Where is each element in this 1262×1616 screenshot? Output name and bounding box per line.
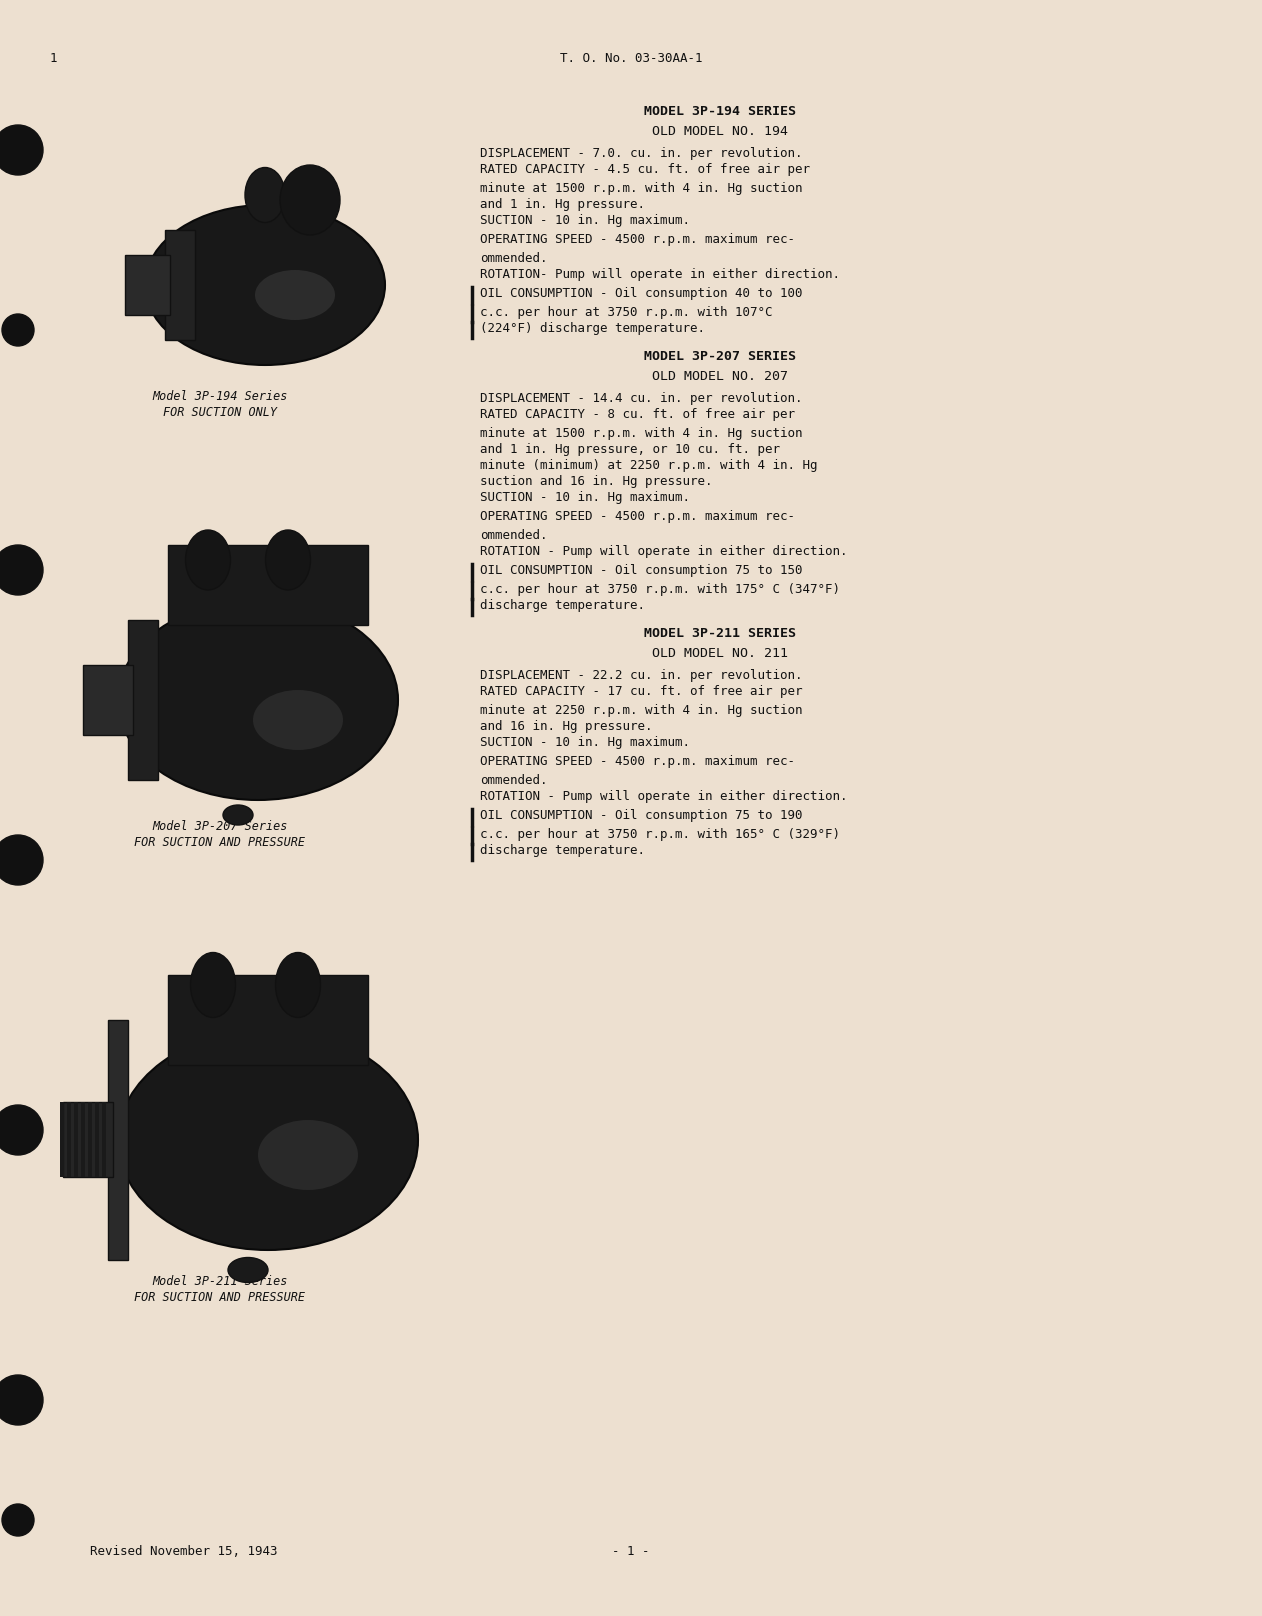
FancyBboxPatch shape	[63, 1102, 114, 1176]
FancyBboxPatch shape	[168, 974, 369, 1065]
Text: SUCTION - 10 in. Hg maximum.: SUCTION - 10 in. Hg maximum.	[480, 735, 690, 748]
Bar	[74, 1102, 78, 1176]
Ellipse shape	[191, 952, 236, 1018]
Ellipse shape	[223, 805, 252, 826]
Text: ROTATION- Pump will operate in either direction.: ROTATION- Pump will operate in either di…	[480, 268, 840, 281]
Text: OIL CONSUMPTION - Oil consumption 75 to 190: OIL CONSUMPTION - Oil consumption 75 to …	[480, 810, 803, 823]
Text: DISPLACEMENT - 14.4 cu. in. per revolution.: DISPLACEMENT - 14.4 cu. in. per revoluti…	[480, 393, 803, 406]
Text: MODEL 3P-207 SERIES: MODEL 3P-207 SERIES	[644, 351, 796, 364]
Circle shape	[0, 1105, 43, 1155]
Circle shape	[0, 124, 43, 175]
Text: and 1 in. Hg pressure, or 10 cu. ft. per: and 1 in. Hg pressure, or 10 cu. ft. per	[480, 443, 780, 456]
Text: and 1 in. Hg pressure.: and 1 in. Hg pressure.	[480, 199, 645, 212]
Text: OPERATING SPEED - 4500 r.p.m. maximum rec-: OPERATING SPEED - 4500 r.p.m. maximum re…	[480, 511, 795, 524]
Text: OPERATING SPEED - 4500 r.p.m. maximum rec-: OPERATING SPEED - 4500 r.p.m. maximum re…	[480, 233, 795, 246]
Text: T. O. No. 03-30AA-1: T. O. No. 03-30AA-1	[560, 52, 702, 65]
Text: c.c. per hour at 3750 r.p.m. with 175° C (347°F): c.c. per hour at 3750 r.p.m. with 175° C…	[480, 583, 840, 596]
Ellipse shape	[145, 205, 385, 365]
Text: and 16 in. Hg pressure.: and 16 in. Hg pressure.	[480, 721, 652, 734]
Text: MODEL 3P-211 SERIES: MODEL 3P-211 SERIES	[644, 627, 796, 640]
Ellipse shape	[265, 530, 310, 590]
FancyBboxPatch shape	[168, 545, 369, 625]
Bar	[61, 1102, 64, 1176]
Ellipse shape	[186, 530, 231, 590]
Text: FOR SUCTION AND PRESSURE: FOR SUCTION AND PRESSURE	[135, 835, 305, 848]
Ellipse shape	[119, 600, 398, 800]
Text: - 1 -: - 1 -	[612, 1545, 650, 1558]
FancyBboxPatch shape	[125, 255, 170, 315]
Bar	[88, 1102, 92, 1176]
Text: Model 3P-194 Series: Model 3P-194 Series	[153, 389, 288, 402]
Text: minute at 1500 r.p.m. with 4 in. Hg suction: minute at 1500 r.p.m. with 4 in. Hg suct…	[480, 183, 803, 196]
FancyBboxPatch shape	[109, 1020, 127, 1260]
Text: suction and 16 in. Hg pressure.: suction and 16 in. Hg pressure.	[480, 475, 713, 488]
Text: minute at 2250 r.p.m. with 4 in. Hg suction: minute at 2250 r.p.m. with 4 in. Hg suct…	[480, 705, 803, 718]
Text: 1: 1	[50, 52, 58, 65]
FancyBboxPatch shape	[165, 229, 196, 339]
Bar	[95, 1102, 98, 1176]
Text: ROTATION - Pump will operate in either direction.: ROTATION - Pump will operate in either d…	[480, 790, 848, 803]
Text: OIL CONSUMPTION - Oil consumption 40 to 100: OIL CONSUMPTION - Oil consumption 40 to …	[480, 288, 803, 301]
Circle shape	[3, 314, 34, 346]
Text: ommended.: ommended.	[480, 252, 548, 265]
Ellipse shape	[257, 1120, 358, 1189]
Text: minute (minimum) at 2250 r.p.m. with 4 in. Hg: minute (minimum) at 2250 r.p.m. with 4 i…	[480, 459, 818, 472]
Text: OLD MODEL NO. 207: OLD MODEL NO. 207	[652, 370, 787, 383]
Ellipse shape	[228, 1257, 268, 1283]
Text: RATED CAPACITY - 4.5 cu. ft. of free air per: RATED CAPACITY - 4.5 cu. ft. of free air…	[480, 163, 810, 176]
Text: RATED CAPACITY - 17 cu. ft. of free air per: RATED CAPACITY - 17 cu. ft. of free air …	[480, 685, 803, 698]
Text: SUCTION - 10 in. Hg maximum.: SUCTION - 10 in. Hg maximum.	[480, 491, 690, 504]
Circle shape	[0, 835, 43, 886]
FancyBboxPatch shape	[127, 621, 158, 781]
Text: discharge temperature.: discharge temperature.	[480, 844, 645, 856]
Text: Model 3P-207 Series: Model 3P-207 Series	[153, 819, 288, 832]
Text: OLD MODEL NO. 194: OLD MODEL NO. 194	[652, 124, 787, 137]
Text: ommended.: ommended.	[480, 528, 548, 541]
Text: ommended.: ommended.	[480, 774, 548, 787]
Text: minute at 1500 r.p.m. with 4 in. Hg suction: minute at 1500 r.p.m. with 4 in. Hg suct…	[480, 427, 803, 440]
Text: RATED CAPACITY - 8 cu. ft. of free air per: RATED CAPACITY - 8 cu. ft. of free air p…	[480, 407, 795, 422]
Ellipse shape	[119, 1029, 418, 1251]
Bar	[67, 1102, 71, 1176]
Text: c.c. per hour at 3750 r.p.m. with 165° C (329°F): c.c. per hour at 3750 r.p.m. with 165° C…	[480, 827, 840, 840]
Circle shape	[0, 1375, 43, 1425]
Text: ROTATION - Pump will operate in either direction.: ROTATION - Pump will operate in either d…	[480, 545, 848, 558]
Text: OPERATING SPEED - 4500 r.p.m. maximum rec-: OPERATING SPEED - 4500 r.p.m. maximum re…	[480, 755, 795, 768]
Text: FOR SUCTION ONLY: FOR SUCTION ONLY	[163, 406, 276, 419]
Bar	[81, 1102, 85, 1176]
Text: FOR SUCTION AND PRESSURE: FOR SUCTION AND PRESSURE	[135, 1291, 305, 1304]
Ellipse shape	[275, 952, 321, 1018]
Ellipse shape	[245, 168, 285, 223]
Text: SUCTION - 10 in. Hg maximum.: SUCTION - 10 in. Hg maximum.	[480, 213, 690, 226]
Text: MODEL 3P-194 SERIES: MODEL 3P-194 SERIES	[644, 105, 796, 118]
FancyBboxPatch shape	[83, 666, 133, 735]
Text: Model 3P-211 Series: Model 3P-211 Series	[153, 1275, 288, 1288]
Ellipse shape	[255, 270, 334, 320]
Text: Revised November 15, 1943: Revised November 15, 1943	[90, 1545, 278, 1558]
Bar	[102, 1102, 106, 1176]
Text: DISPLACEMENT - 7.0. cu. in. per revolution.: DISPLACEMENT - 7.0. cu. in. per revoluti…	[480, 147, 803, 160]
Text: OIL CONSUMPTION - Oil consumption 75 to 150: OIL CONSUMPTION - Oil consumption 75 to …	[480, 564, 803, 577]
Text: c.c. per hour at 3750 r.p.m. with 107°C: c.c. per hour at 3750 r.p.m. with 107°C	[480, 305, 772, 318]
Text: DISPLACEMENT - 22.2 cu. in. per revolution.: DISPLACEMENT - 22.2 cu. in. per revoluti…	[480, 669, 803, 682]
Ellipse shape	[280, 165, 339, 234]
Circle shape	[0, 545, 43, 595]
Circle shape	[3, 1504, 34, 1535]
Text: (224°F) discharge temperature.: (224°F) discharge temperature.	[480, 322, 705, 335]
Text: discharge temperature.: discharge temperature.	[480, 600, 645, 612]
Text: OLD MODEL NO. 211: OLD MODEL NO. 211	[652, 646, 787, 659]
Ellipse shape	[252, 690, 343, 750]
